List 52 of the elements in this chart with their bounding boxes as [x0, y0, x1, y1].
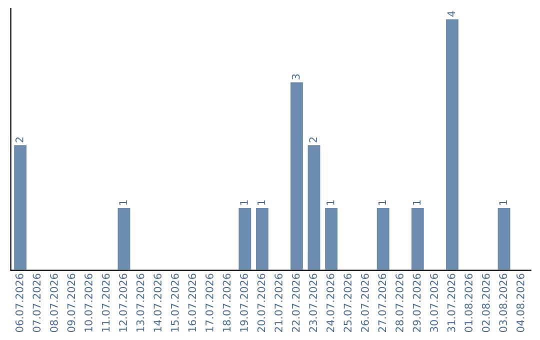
x-tick-label: 06.07.2026 [15, 274, 24, 332]
bar [324, 206, 339, 270]
data-label: 1 [119, 200, 127, 205]
data-label: 1 [378, 200, 386, 205]
x-tick-label: 08.07.2026 [50, 274, 58, 332]
x-tick-label: 22.07.2026 [292, 274, 300, 332]
x-tick-label: 24.07.2026 [326, 274, 334, 332]
data-label: 3 [292, 74, 300, 80]
x-tick-label: 15.07.2026 [170, 274, 179, 332]
x-tick-label: 04.08.2026 [516, 274, 524, 332]
bar [254, 206, 270, 270]
x-tick-label: 27.07.2026 [378, 274, 386, 332]
data-label: 1 [326, 200, 334, 205]
x-tick-label: 14.07.2026 [154, 274, 162, 332]
data-label: 1 [412, 200, 421, 205]
x-tick-label: 29.07.2026 [412, 274, 421, 332]
bar [496, 206, 512, 270]
x-tick-label: 25.07.2026 [344, 274, 352, 332]
x-tick-label: 19.07.2026 [240, 274, 248, 332]
x-tick-label: 23.07.2026 [309, 274, 318, 332]
x-tick-label: 10.07.2026 [84, 274, 92, 332]
x-tick-label: 31.07.2026 [447, 274, 456, 332]
data-label: 1 [240, 200, 248, 205]
x-tick-label: 17.07.2026 [205, 274, 214, 332]
bar [289, 80, 304, 270]
x-tick-label: 03.08.2026 [499, 274, 508, 332]
bar [306, 144, 322, 270]
x-tick-label: 18.07.2026 [222, 274, 231, 332]
data-label: 4 [447, 11, 456, 17]
bar [237, 206, 252, 270]
x-tick-label: 01.08.2026 [464, 274, 473, 332]
x-tick-label: 30.07.2026 [430, 274, 438, 332]
x-tick-label: 07.07.2026 [32, 274, 41, 332]
x-tick-label: 09.07.2026 [67, 274, 76, 332]
x-tick-label: 16.07.2026 [188, 274, 196, 332]
data-label: 1 [499, 200, 507, 205]
x-tick-label: 21.07.2026 [274, 274, 282, 332]
data-label: 2 [15, 137, 24, 142]
x-tick-label: 28.07.2026 [396, 274, 404, 332]
data-label: 1 [257, 200, 266, 205]
x-tick-label: 13.07.2026 [136, 274, 144, 332]
x-tick-label: 26.07.2026 [360, 274, 369, 332]
bar [376, 206, 391, 270]
x-tick-label: 11.07.2026 [102, 274, 110, 332]
bar [410, 206, 426, 270]
x-tick-label: 20.07.2026 [257, 274, 266, 332]
bar [444, 18, 460, 270]
bar [116, 206, 132, 270]
data-label: 2 [309, 137, 317, 142]
bar [12, 144, 28, 270]
x-tick-label: 02.08.2026 [482, 274, 490, 332]
x-tick-label: 12.07.2026 [119, 274, 127, 332]
